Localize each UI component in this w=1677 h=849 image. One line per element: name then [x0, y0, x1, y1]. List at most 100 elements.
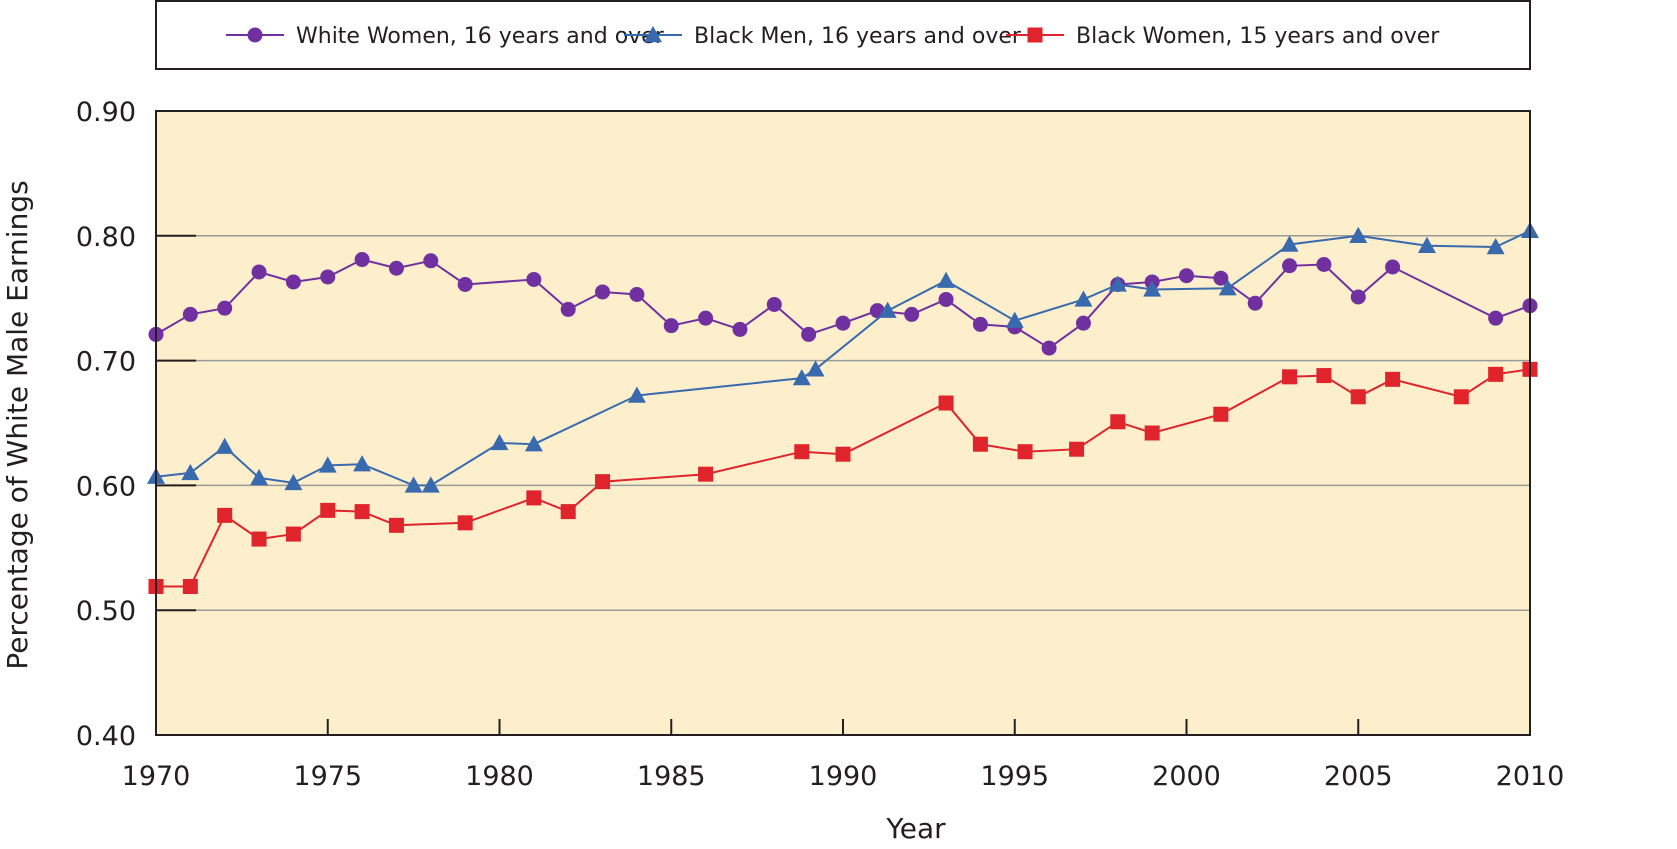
data-point [1110, 414, 1126, 430]
y-tick-label: 0.90 [76, 97, 136, 128]
y-tick-label: 0.40 [76, 721, 136, 752]
data-point [972, 436, 988, 452]
data-point [1213, 270, 1229, 286]
data-point [1213, 406, 1229, 422]
data-point [320, 502, 336, 518]
series-layer [147, 221, 1539, 594]
x-tick-label: 2005 [1324, 761, 1393, 792]
x-tick-label: 2010 [1496, 761, 1565, 792]
legend-marker [644, 26, 662, 43]
data-point [457, 276, 473, 292]
data-point [1316, 257, 1332, 273]
y-tick-label: 0.70 [76, 347, 136, 378]
data-point [1143, 280, 1162, 297]
data-point [1417, 236, 1436, 253]
y-tick-label: 0.60 [76, 471, 136, 502]
data-point [1488, 310, 1504, 326]
data-point [526, 490, 542, 506]
plot-background [156, 111, 1530, 735]
data-point [284, 473, 303, 491]
data-point [182, 578, 198, 594]
data-point [182, 306, 198, 322]
data-point [320, 269, 336, 285]
data-point [878, 301, 897, 318]
data-point [801, 326, 817, 342]
data-point [560, 504, 576, 520]
x-tick-label: 1995 [980, 761, 1049, 792]
data-point [524, 435, 543, 452]
data-point [1144, 425, 1160, 441]
data-point [698, 466, 714, 482]
data-point [629, 286, 645, 302]
data-point [215, 437, 234, 454]
data-point [698, 310, 714, 326]
y-axis-title: Percentage of White Male Earnings [1, 180, 34, 669]
data-point [1041, 340, 1057, 356]
x-tick-label: 1980 [465, 761, 534, 792]
legend-marker [247, 27, 263, 43]
x-tick-label: 1970 [122, 761, 191, 792]
data-point [354, 504, 370, 520]
data-point [1218, 279, 1237, 296]
data-point [766, 296, 782, 312]
data-point [1074, 290, 1093, 307]
legend-item-1: White Women, 16 years and over [226, 24, 665, 49]
data-point [1179, 268, 1194, 284]
data-point [1108, 275, 1127, 292]
series-3 [148, 361, 1538, 594]
series-1 [148, 252, 1538, 356]
data-point [285, 274, 301, 290]
x-tick-label: 1990 [809, 761, 878, 792]
x-tick-label: 1985 [637, 761, 706, 792]
data-point [1488, 366, 1504, 382]
data-point [627, 386, 646, 403]
y-axis: 0.40 0.50 0.60 0.70 0.80 0.90 [76, 97, 196, 752]
x-axis-title: Year [885, 812, 946, 845]
plot-area [147, 110, 1539, 736]
data-point [937, 271, 956, 288]
gridlines [156, 235, 1530, 611]
data-point [972, 316, 988, 332]
data-point [526, 271, 542, 287]
data-point [217, 300, 233, 316]
legend-item-2: Black Men, 16 years and over [624, 24, 1022, 49]
series-2 [147, 221, 1539, 493]
data-point [318, 456, 337, 473]
data-point [1282, 258, 1298, 274]
data-point [1282, 369, 1298, 385]
data-point [490, 433, 509, 451]
y-tick-label: 0.50 [76, 596, 136, 627]
data-point [388, 260, 404, 276]
data-point [354, 252, 370, 268]
data-point [663, 318, 679, 334]
data-point [353, 455, 372, 472]
data-point [835, 446, 851, 462]
data-point [1075, 315, 1091, 331]
y-tick-label: 0.80 [76, 222, 136, 253]
data-point [1486, 238, 1505, 255]
data-point [1350, 389, 1366, 405]
data-point [1017, 444, 1033, 460]
data-point [285, 526, 301, 542]
data-point [423, 253, 439, 269]
data-point [794, 444, 810, 460]
data-point [1005, 311, 1024, 328]
data-point [181, 463, 200, 481]
data-point [457, 515, 473, 531]
data-point [217, 507, 233, 523]
legend-label: White Women, 16 years and over [296, 24, 665, 49]
legend-item-3: Black Women, 15 years and over [1006, 24, 1440, 49]
data-point [904, 306, 920, 322]
x-tick-label: 2000 [1152, 761, 1221, 792]
data-point [1069, 441, 1085, 457]
data-point [732, 321, 748, 337]
data-point [421, 476, 440, 493]
legend-box [155, 0, 1531, 70]
x-tick-label: 1975 [293, 761, 362, 792]
data-point [938, 291, 954, 307]
data-point [792, 369, 811, 386]
data-point [1385, 371, 1401, 387]
data-point [595, 284, 611, 300]
data-point [560, 301, 576, 317]
